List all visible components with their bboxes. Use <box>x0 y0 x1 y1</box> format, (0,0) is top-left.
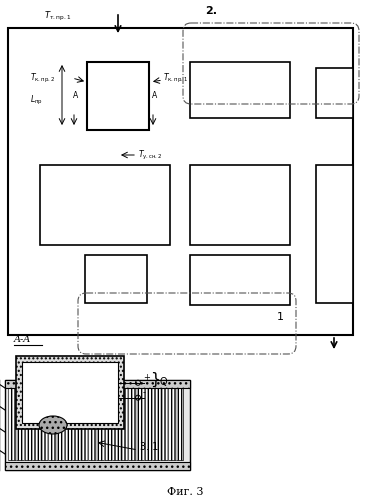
Bar <box>8 28 353 335</box>
Bar <box>16 356 124 429</box>
Text: Q: Q <box>159 377 167 387</box>
Bar <box>316 165 353 303</box>
Text: $T_{\rm к.пр.1}$: $T_{\rm к.пр.1}$ <box>163 72 188 85</box>
Bar <box>85 255 147 303</box>
Ellipse shape <box>39 416 67 434</box>
Text: A: A <box>152 92 157 100</box>
Bar <box>5 462 190 470</box>
Bar <box>190 255 290 305</box>
Text: 1: 1 <box>277 312 284 322</box>
Text: 2.: 2. <box>205 6 217 16</box>
Bar <box>316 68 353 118</box>
Bar <box>22 362 118 423</box>
Text: $T_{\rm к.пр.2}$: $T_{\rm к.пр.2}$ <box>30 72 55 85</box>
Text: $T_{\rm у.сн.2}$: $T_{\rm у.сн.2}$ <box>138 148 163 162</box>
Text: $T_{\rm т.пр.1}$: $T_{\rm т.пр.1}$ <box>45 10 72 22</box>
Bar <box>40 165 170 245</box>
Text: }: } <box>150 372 160 388</box>
Text: +: + <box>143 373 150 382</box>
Bar <box>5 380 190 388</box>
Bar <box>190 165 290 245</box>
Text: Фиг. 3: Фиг. 3 <box>167 487 203 497</box>
Text: -: - <box>143 388 146 396</box>
Bar <box>5 380 190 470</box>
Bar <box>8 388 183 460</box>
Bar <box>190 62 290 118</box>
Text: $L_{\rm пр}$: $L_{\rm пр}$ <box>30 94 43 106</box>
Text: A: A <box>73 92 78 100</box>
Bar <box>87 62 149 130</box>
Text: A-A: A-A <box>14 335 31 344</box>
Text: 3. 1: 3. 1 <box>140 442 158 452</box>
